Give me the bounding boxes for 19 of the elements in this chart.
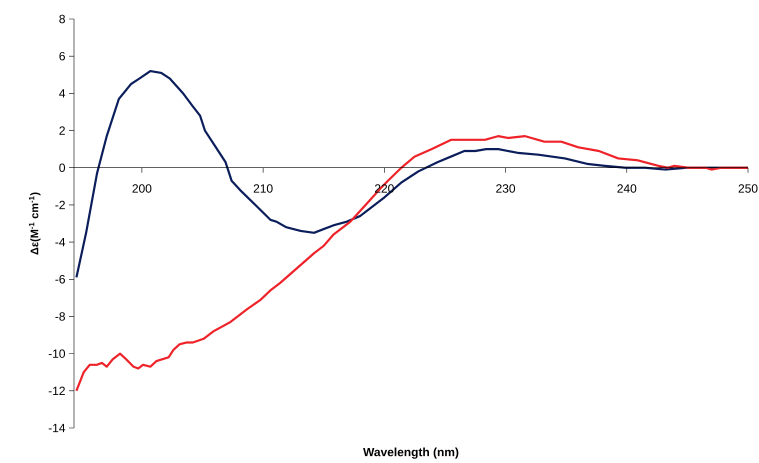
y-tick-label: 4 [59,89,66,98]
x-tick-label: 200 [132,184,152,193]
y-tick-label: -6 [55,275,65,284]
y-tick-label: -10 [48,349,66,358]
y-tick-label: 6 [59,52,65,60]
y-axis-title: Δε(M$^{-1}$ cm$^{-1}$) [28,192,40,255]
y-tick-label: -14 [48,424,66,432]
x-tick-label: 240 [617,184,636,193]
y-tick-label: 8 [59,14,65,24]
x-tick-label: 210 [254,184,273,193]
x-axis-title: Wavelength (nm) [363,448,458,459]
x-tick-label: 250 [738,184,758,193]
x-tick-label: 230 [496,184,516,193]
y-tick-label: -8 [55,312,65,321]
y-tick-label: -4 [55,238,66,246]
y-tick-label: 0 [59,163,66,172]
y-tick-label: -2 [55,200,65,210]
y-tick-label: 2 [59,126,65,135]
y-tick-label: -12 [48,386,65,395]
